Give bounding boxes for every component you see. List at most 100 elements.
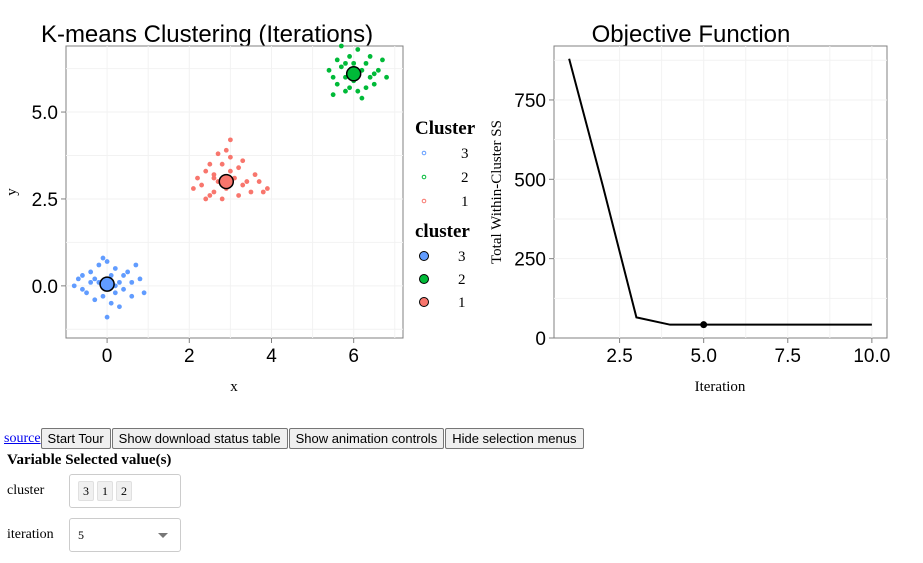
legend-marker[interactable]	[421, 150, 427, 156]
data-point[interactable]	[75, 276, 81, 282]
data-point[interactable]	[199, 182, 205, 188]
cluster-multiselect[interactable]: 3 1 2	[69, 474, 181, 508]
data-point[interactable]	[240, 158, 246, 164]
selected-iteration-point[interactable]	[700, 321, 708, 329]
start-tour-button[interactable]: Start Tour	[40, 428, 111, 449]
legend-filled[interactable]: cluster 3 2 1	[415, 221, 470, 311]
data-point[interactable]	[330, 92, 336, 98]
show-animation-controls-button[interactable]: Show animation controls	[288, 428, 445, 449]
data-point[interactable]	[219, 161, 225, 167]
legend-open-items[interactable]: 3 2 1	[421, 146, 469, 210]
data-point[interactable]	[256, 179, 262, 184]
data-point[interactable]	[236, 193, 242, 198]
data-point[interactable]	[375, 67, 381, 73]
source-link[interactable]: source	[4, 430, 41, 446]
data-point[interactable]	[248, 189, 254, 195]
hide-selection-menus-button[interactable]: Hide selection menus	[445, 428, 584, 449]
data-point[interactable]	[219, 196, 225, 202]
data-point[interactable]	[227, 168, 233, 174]
data-point[interactable]	[141, 290, 147, 296]
data-point[interactable]	[240, 182, 246, 188]
show-download-status-button[interactable]: Show download status table	[111, 428, 288, 449]
cluster-center[interactable]	[345, 66, 362, 82]
legend-marker[interactable]	[421, 174, 427, 180]
data-point[interactable]	[215, 151, 221, 157]
data-point[interactable]	[129, 279, 135, 285]
data-point[interactable]	[244, 179, 250, 184]
data-point[interactable]	[207, 161, 213, 167]
data-point[interactable]	[100, 293, 106, 299]
data-point[interactable]	[211, 189, 217, 195]
data-point[interactable]	[96, 262, 102, 268]
data-point[interactable]	[367, 74, 373, 80]
data-point[interactable]	[104, 259, 110, 264]
data-point[interactable]	[88, 269, 94, 275]
data-point[interactable]	[108, 273, 114, 278]
data-point[interactable]	[121, 273, 126, 278]
data-point[interactable]	[129, 293, 135, 299]
data-point[interactable]	[117, 304, 122, 310]
data-point[interactable]	[367, 54, 373, 59]
data-point[interactable]	[371, 71, 377, 77]
cluster-chip[interactable]: 2	[116, 481, 132, 501]
data-point[interactable]	[112, 290, 118, 296]
data-point[interactable]	[84, 290, 89, 296]
legend-open[interactable]: Cluster 3 2 1	[415, 118, 476, 210]
data-point[interactable]	[92, 297, 98, 303]
data-point[interactable]	[236, 165, 242, 171]
data-point[interactable]	[211, 175, 217, 181]
data-point[interactable]	[227, 137, 233, 143]
data-point[interactable]	[88, 279, 94, 285]
data-point[interactable]	[137, 276, 143, 282]
data-point[interactable]	[330, 74, 336, 80]
data-point[interactable]	[343, 60, 348, 66]
data-point[interactable]	[112, 266, 118, 271]
data-point[interactable]	[223, 147, 229, 153]
data-point[interactable]	[355, 88, 361, 94]
cluster-chip[interactable]: 3	[78, 481, 94, 501]
data-point[interactable]	[334, 57, 340, 63]
data-point[interactable]	[260, 189, 266, 195]
data-point[interactable]	[207, 193, 213, 198]
iteration-dropdown[interactable]: 5	[69, 518, 181, 552]
data-point[interactable]	[371, 81, 377, 87]
data-point[interactable]	[125, 269, 131, 275]
data-point[interactable]	[92, 276, 98, 282]
data-point[interactable]	[380, 57, 385, 63]
data-point[interactable]	[227, 154, 233, 160]
data-point[interactable]	[133, 262, 139, 268]
data-point[interactable]	[347, 54, 352, 59]
data-point[interactable]	[334, 81, 340, 87]
cluster-center[interactable]	[99, 276, 115, 292]
data-point[interactable]	[191, 186, 196, 191]
data-point[interactable]	[363, 60, 369, 66]
data-point[interactable]	[363, 85, 369, 91]
data-point[interactable]	[121, 286, 126, 292]
cluster-chip[interactable]: 1	[97, 481, 113, 501]
data-point[interactable]	[338, 43, 344, 49]
data-point[interactable]	[351, 60, 357, 66]
legend-marker[interactable]	[421, 198, 427, 204]
data-point[interactable]	[264, 186, 270, 191]
data-point[interactable]	[203, 196, 209, 202]
data-point[interactable]	[252, 172, 258, 178]
data-point[interactable]	[343, 88, 348, 94]
data-point[interactable]	[211, 172, 217, 178]
data-point[interactable]	[203, 168, 209, 174]
scatter-centers[interactable]	[99, 66, 362, 292]
data-point[interactable]	[80, 286, 85, 292]
legend-marker[interactable]	[419, 251, 429, 261]
data-point[interactable]	[195, 175, 200, 181]
data-point[interactable]	[347, 85, 352, 91]
chevron-down-icon[interactable]	[158, 533, 168, 538]
data-point[interactable]	[80, 273, 85, 278]
data-point[interactable]	[384, 74, 389, 80]
data-point[interactable]	[355, 47, 361, 52]
legend-filled-items[interactable]: 3 2 1	[419, 249, 466, 311]
data-point[interactable]	[108, 300, 114, 306]
data-point[interactable]	[71, 283, 77, 289]
legend-marker[interactable]	[419, 274, 429, 284]
data-point[interactable]	[117, 279, 122, 285]
data-point[interactable]	[100, 255, 106, 261]
data-point[interactable]	[326, 67, 332, 73]
